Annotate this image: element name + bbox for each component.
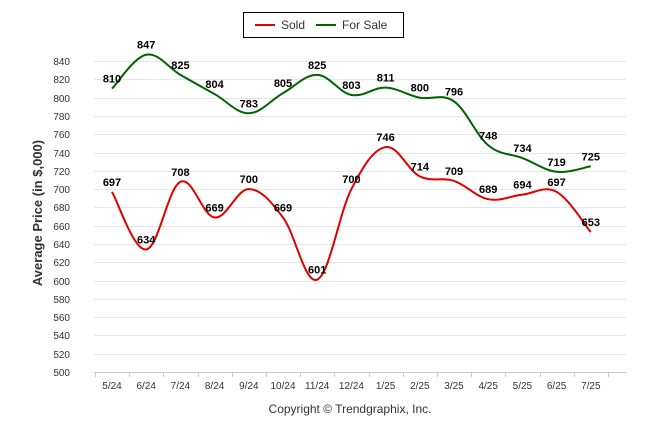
y-tick-label: 620 (53, 258, 70, 269)
data-label-for-sale: 719 (547, 157, 565, 169)
y-tick-label: 600 (53, 277, 70, 288)
series-line-sold (111, 146, 592, 281)
y-tick-label: 840 (53, 57, 70, 68)
x-tick-label: 7/24 (171, 381, 191, 392)
y-axis-ticks: 500 520 540 560 580 600 620 640 660 680 700 720 740 7… (53, 57, 70, 379)
x-tick-label: 1/25 (376, 381, 396, 392)
series-line-for-sale (111, 53, 591, 173)
y-tick-label: 720 (53, 167, 70, 178)
legend: Sold For Sale (243, 12, 404, 38)
y-tick-label: 800 (53, 94, 70, 105)
data-label-sold: 709 (445, 166, 463, 178)
x-axis-ticks: 5/24 6/24 7/24 8/24 9/24 10/24 11/24 12/24 1/25 2… (102, 381, 601, 392)
grid-lines (94, 61, 626, 377)
data-label-sold: 700 (342, 174, 360, 186)
data-label-for-sale: 803 (342, 80, 360, 92)
data-label-for-sale: 804 (205, 79, 224, 91)
x-tick-label: 11/24 (305, 381, 330, 392)
x-tick-label: 4/25 (478, 381, 498, 392)
y-tick-label: 740 (53, 149, 70, 160)
data-label-for-sale: 805 (274, 78, 292, 90)
data-labels: 697 634 708 669 700 669 601 700 746 714 709 689 694 6… (103, 40, 600, 277)
data-label-sold: 697 (547, 177, 565, 189)
x-tick-label: 6/24 (136, 381, 156, 392)
x-tick-label: 10/24 (270, 381, 295, 392)
data-label-for-sale: 825 (171, 60, 189, 72)
x-tick-label: 5/24 (102, 381, 122, 392)
data-label-sold: 708 (171, 167, 189, 179)
data-label-for-sale: 734 (513, 143, 532, 155)
data-label-for-sale: 847 (137, 40, 155, 52)
x-tick-label: 8/24 (205, 381, 225, 392)
x-tick-label: 9/24 (239, 381, 259, 392)
data-label-for-sale: 783 (240, 98, 258, 110)
legend-label-sold: Sold (281, 18, 305, 32)
legend-label-for-sale: For Sale (342, 18, 388, 32)
data-label-for-sale: 748 (479, 130, 497, 142)
data-label-for-sale: 811 (377, 73, 395, 85)
data-label-sold: 700 (240, 174, 258, 186)
data-label-sold: 694 (513, 180, 532, 192)
data-label-for-sale: 725 (582, 151, 600, 163)
y-tick-label: 560 (53, 313, 70, 324)
y-tick-label: 660 (53, 222, 70, 233)
y-axis-label: Average Price (in $,000) (30, 140, 45, 286)
x-tick-label: 5/25 (513, 381, 533, 392)
data-label-sold: 746 (376, 132, 394, 144)
y-tick-label: 580 (53, 295, 70, 306)
data-label-for-sale: 825 (308, 60, 326, 72)
copyright-footer: Copyright © Trendgraphix, Inc. (269, 402, 432, 416)
y-tick-label: 820 (53, 75, 70, 86)
data-label-sold: 653 (582, 217, 600, 229)
x-tick-label: 6/25 (547, 381, 567, 392)
data-label-for-sale: 796 (445, 86, 463, 98)
data-label-sold: 714 (411, 161, 430, 173)
y-tick-label: 700 (53, 185, 70, 196)
y-tick-label: 680 (53, 203, 70, 214)
y-tick-label: 520 (53, 350, 70, 361)
y-tick-label: 640 (53, 240, 70, 251)
y-tick-label: 540 (53, 331, 70, 342)
data-label-sold: 697 (103, 177, 121, 189)
data-label-for-sale: 810 (103, 74, 121, 86)
x-tick-label: 3/25 (444, 381, 464, 392)
data-label-sold: 634 (137, 234, 156, 246)
y-tick-label: 500 (53, 368, 70, 379)
data-label-sold: 689 (479, 184, 497, 196)
data-label-for-sale: 800 (411, 83, 429, 95)
data-label-sold: 601 (308, 265, 326, 277)
y-tick-label: 760 (53, 130, 70, 141)
data-label-sold: 669 (274, 202, 292, 214)
x-tick-label: 7/25 (581, 381, 601, 392)
x-tick-label: 12/24 (339, 381, 364, 392)
y-tick-label: 780 (53, 112, 70, 123)
series-lines (111, 53, 592, 281)
data-label-sold: 669 (205, 202, 223, 214)
x-tick-label: 2/25 (410, 381, 430, 392)
